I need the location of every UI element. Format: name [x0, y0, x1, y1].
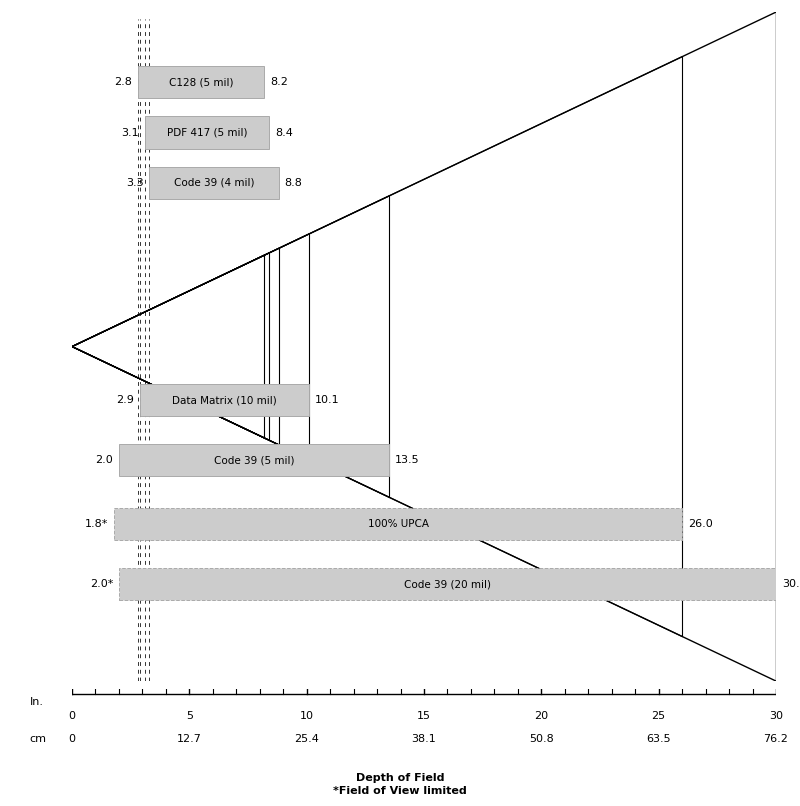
Text: 10.1: 10.1: [315, 395, 339, 405]
Text: Code 39 (4 mil): Code 39 (4 mil): [174, 177, 254, 188]
Text: 13.5: 13.5: [394, 455, 419, 465]
Text: Code 39 (5 mil): Code 39 (5 mil): [214, 455, 294, 465]
Text: 12.7: 12.7: [177, 734, 202, 744]
Text: Depth of Field
*Field of View limited: Depth of Field *Field of View limited: [333, 773, 467, 796]
Text: 3.1: 3.1: [122, 127, 139, 138]
Bar: [150, 167, 278, 199]
Text: 25.4: 25.4: [294, 734, 319, 744]
Bar: [114, 508, 682, 540]
Text: 8.4: 8.4: [275, 127, 293, 138]
Bar: [138, 66, 265, 98]
Text: 10: 10: [300, 711, 314, 721]
Text: 2.0: 2.0: [95, 455, 113, 465]
Text: 26.0: 26.0: [688, 519, 713, 529]
Text: 3.3: 3.3: [126, 177, 143, 188]
Text: 15: 15: [417, 711, 431, 721]
Text: 63.5: 63.5: [646, 734, 671, 744]
Text: 8.2: 8.2: [270, 77, 288, 87]
Text: 38.1: 38.1: [412, 734, 436, 744]
Text: cm: cm: [29, 734, 46, 744]
Text: 8.8: 8.8: [284, 177, 302, 188]
Text: 0: 0: [69, 711, 75, 721]
Bar: [119, 444, 389, 476]
Text: 50.8: 50.8: [529, 734, 554, 744]
Text: 76.2: 76.2: [763, 734, 789, 744]
Text: 30.0: 30.0: [782, 579, 800, 589]
Text: 20: 20: [534, 711, 548, 721]
Text: 1.8*: 1.8*: [85, 519, 108, 529]
Text: In.: In.: [30, 697, 44, 708]
Text: C128 (5 mil): C128 (5 mil): [169, 77, 234, 87]
Text: 0: 0: [69, 734, 75, 744]
Bar: [145, 116, 269, 148]
Text: 2.0*: 2.0*: [90, 579, 113, 589]
Bar: [140, 384, 309, 416]
Text: 5: 5: [186, 711, 193, 721]
Text: PDF 417 (5 mil): PDF 417 (5 mil): [166, 127, 247, 138]
Text: 2.8: 2.8: [114, 77, 132, 87]
Text: 100% UPCA: 100% UPCA: [368, 519, 429, 529]
Text: Data Matrix (10 mil): Data Matrix (10 mil): [172, 395, 277, 405]
Text: 30: 30: [769, 711, 783, 721]
Text: Code 39 (20 mil): Code 39 (20 mil): [404, 579, 491, 589]
Text: 25: 25: [652, 711, 666, 721]
Text: 2.9: 2.9: [116, 395, 134, 405]
Bar: [119, 568, 776, 600]
